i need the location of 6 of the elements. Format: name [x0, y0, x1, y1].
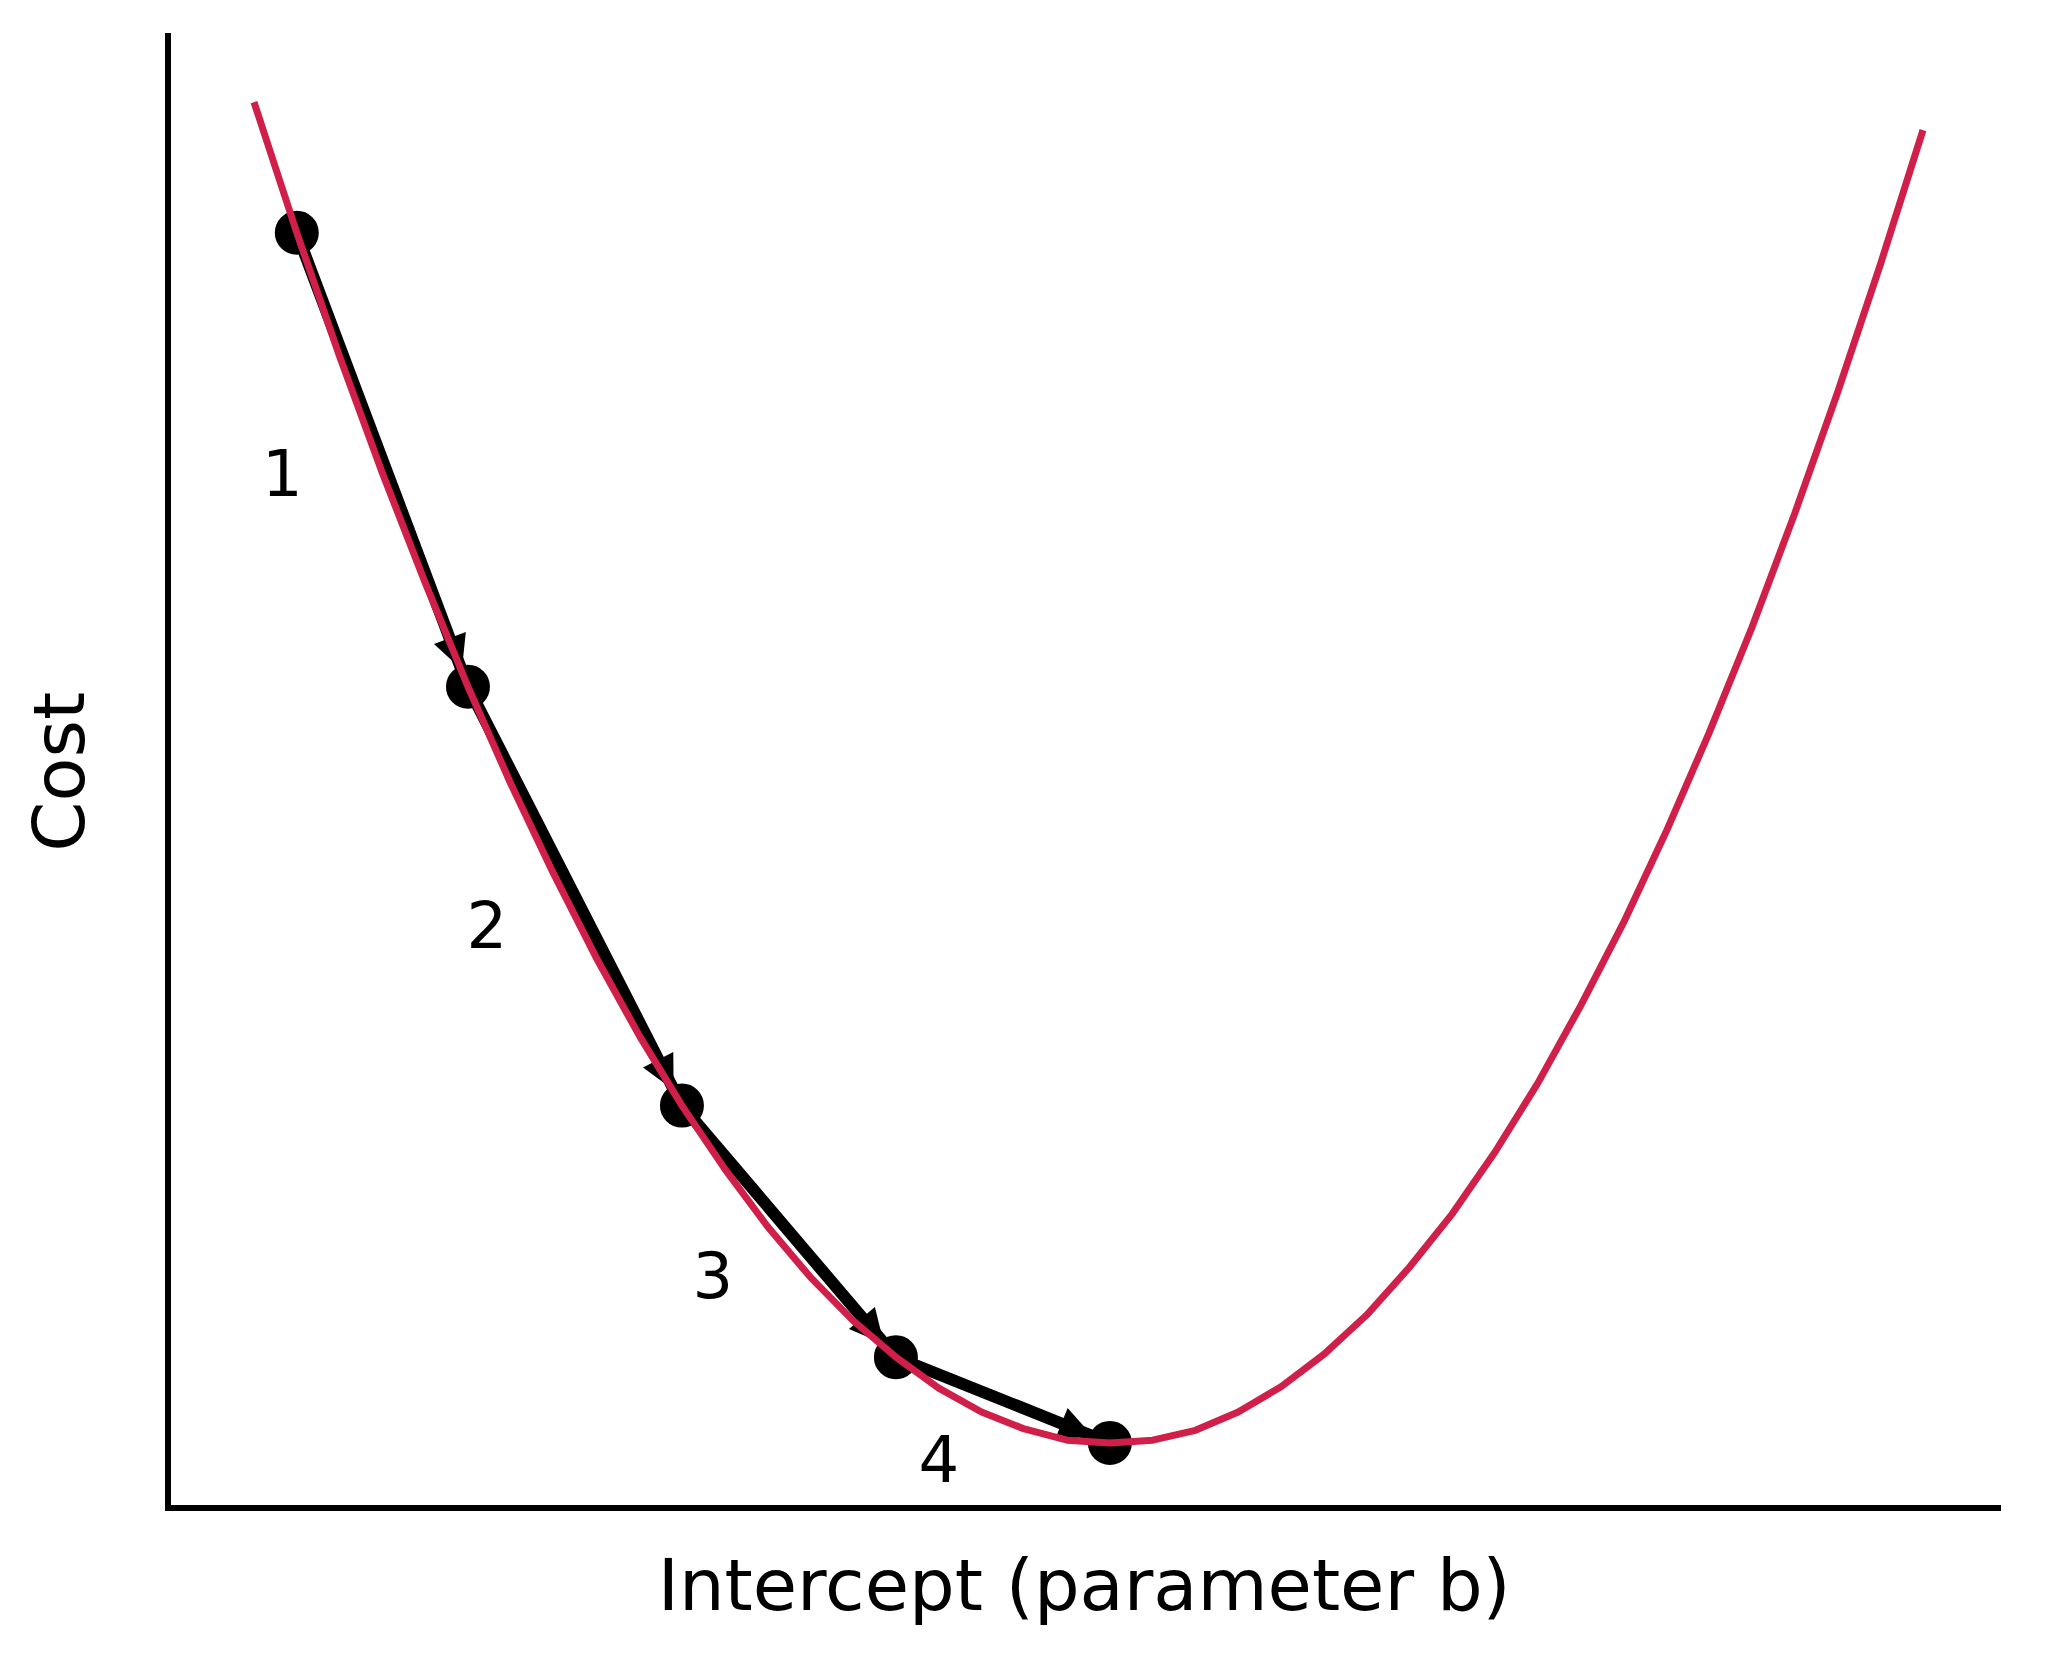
- annotation: 3: [692, 1239, 734, 1314]
- y-axis-title: Cost: [16, 691, 101, 852]
- annotation: 4: [918, 1422, 960, 1497]
- annotation: 1: [262, 437, 303, 512]
- x-axis-title: Intercept (parameter b): [657, 1542, 1511, 1627]
- annotation: 2: [466, 888, 508, 963]
